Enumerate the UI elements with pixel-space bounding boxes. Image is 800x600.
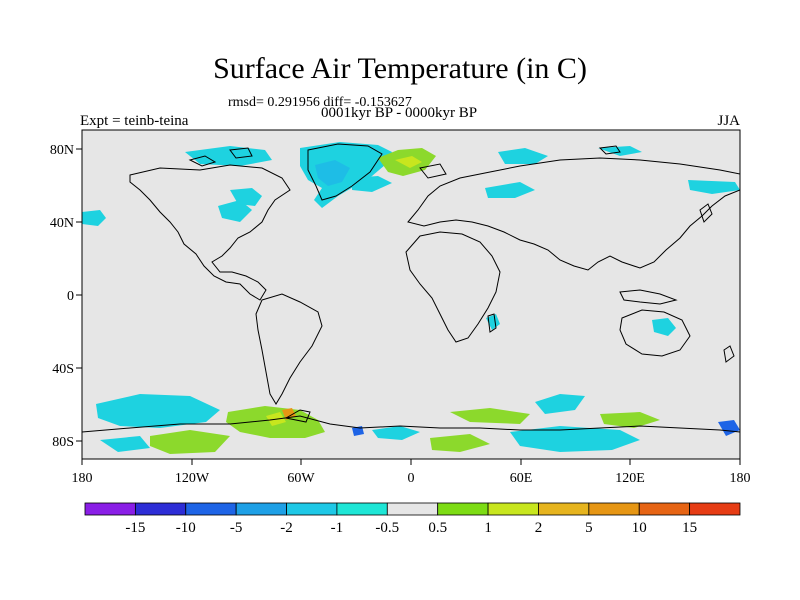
colorbar-swatch [235,502,287,516]
coastline-africa [405,231,501,343]
coastline-antarctic-peninsula [284,409,311,423]
anomaly-patch-siberia-north [498,148,548,164]
coastlines [82,143,740,433]
anomaly-patch-antarctic-south [430,434,490,452]
anomaly-patch-australia [652,318,676,336]
coastline-australia [619,309,691,357]
chart-title: Surface Air Temperature (in C) [213,52,587,85]
y-tick-label: 80N [50,143,74,158]
colorbar-swatch [638,502,691,516]
colorbar-swatch [286,502,338,516]
anomaly-patch-east-asia [688,180,740,194]
colorbar-label: -0.5 [375,520,400,536]
y-tick-labels: 80N 40N 0 40S 80S [50,143,74,450]
anomaly-patch-south-atlantic [535,394,585,414]
y-tick-label: 0 [67,289,74,304]
colorbar-swatch [437,502,489,516]
colorbar-label: 15 [682,520,698,536]
colorbar-label: 5 [585,520,593,536]
colorbar-label: -2 [280,520,293,536]
x-tick-label: 60W [287,471,315,486]
anomaly-patch-greenland-core [315,160,350,186]
coastline-arctic-islands [188,145,621,179]
anomaly-patch-indian-south [450,408,530,424]
x-tick-label: 180 [730,471,751,486]
anomaly-patches [82,142,740,454]
colorbar-swatch [134,502,187,516]
coastline-south-america [255,293,323,405]
anomaly-patch-iceland [352,176,392,192]
colorbar-label: 0.5 [428,520,448,536]
anomaly-patch-south-pacific [96,394,220,428]
anomaly-patch-arctic-east [598,146,642,156]
anomaly-patch-amundsen [718,420,740,436]
colorbar-swatch [689,502,741,516]
anomaly-patch-antarctic-east [510,426,640,452]
x-tick-label: 120W [175,471,210,486]
anomaly-patch-nordic-sea-core [395,156,422,168]
colorbar-swatch [336,502,388,516]
y-tick-label: 40N [50,216,74,231]
colorbar-label: -1 [330,520,344,536]
y-tick-label: 40S [52,362,74,377]
coastline-new-zealand [723,345,735,363]
anomaly-patch-central-asia [485,182,535,198]
colorbar-swatch [386,502,439,516]
x-tick-label: 0 [408,471,415,486]
coastline-japan [699,203,713,223]
subtitle: 0001kyr BP - 0000kyr BP [321,105,478,121]
colorbar-label: 2 [534,520,543,536]
y-tick-label: 80S [52,435,74,450]
colorbar-label: 10 [631,520,647,536]
colorbar-swatch [84,502,136,516]
axis-ticks [76,148,741,465]
coastline-north-america [129,164,291,301]
coastline-eurasia [407,157,740,271]
anomaly-patch-ross-sea [150,430,230,454]
coastline-madagascar [487,313,497,333]
x-tick-label: 60E [510,471,533,486]
anomaly-patch-madagascar [486,314,500,330]
x-tick-labels: 180 120W 60W 0 60E 120E 180 [72,471,751,486]
x-tick-label: 120E [615,471,645,486]
season-label: JJA [717,113,740,129]
anomaly-patch-antarctic-point [352,426,364,436]
colorbar [84,502,741,516]
colorbar-swatch [538,502,590,516]
colorbar-label: 1 [484,520,492,536]
anomaly-patch-ross-sea-cool [100,436,150,452]
anomaly-patch-antarctic-west [372,426,420,440]
colorbar-label: -5 [229,520,243,536]
colorbar-label: -10 [175,520,196,536]
anomaly-patch-pacific-north [82,210,106,226]
x-tick-label: 180 [72,471,93,486]
coastline-greenland [307,143,383,201]
colorbar-swatch [588,502,640,516]
anomaly-patch-hudson-bay [218,200,252,222]
stats-line: rmsd= 0.291956 diff= -0.153627 [228,95,412,110]
colorbar-label: -15 [125,520,146,536]
coastline-indonesia [619,289,678,305]
coastline-antarctica [82,415,740,433]
colorbar-swatch [487,502,539,516]
anomaly-patch-arctic-canada [185,146,272,166]
colorbar-swatch [185,502,237,516]
anomaly-patch-southern-ocean [600,412,660,428]
experiment-label: Expt = teinb-teina [80,113,189,129]
